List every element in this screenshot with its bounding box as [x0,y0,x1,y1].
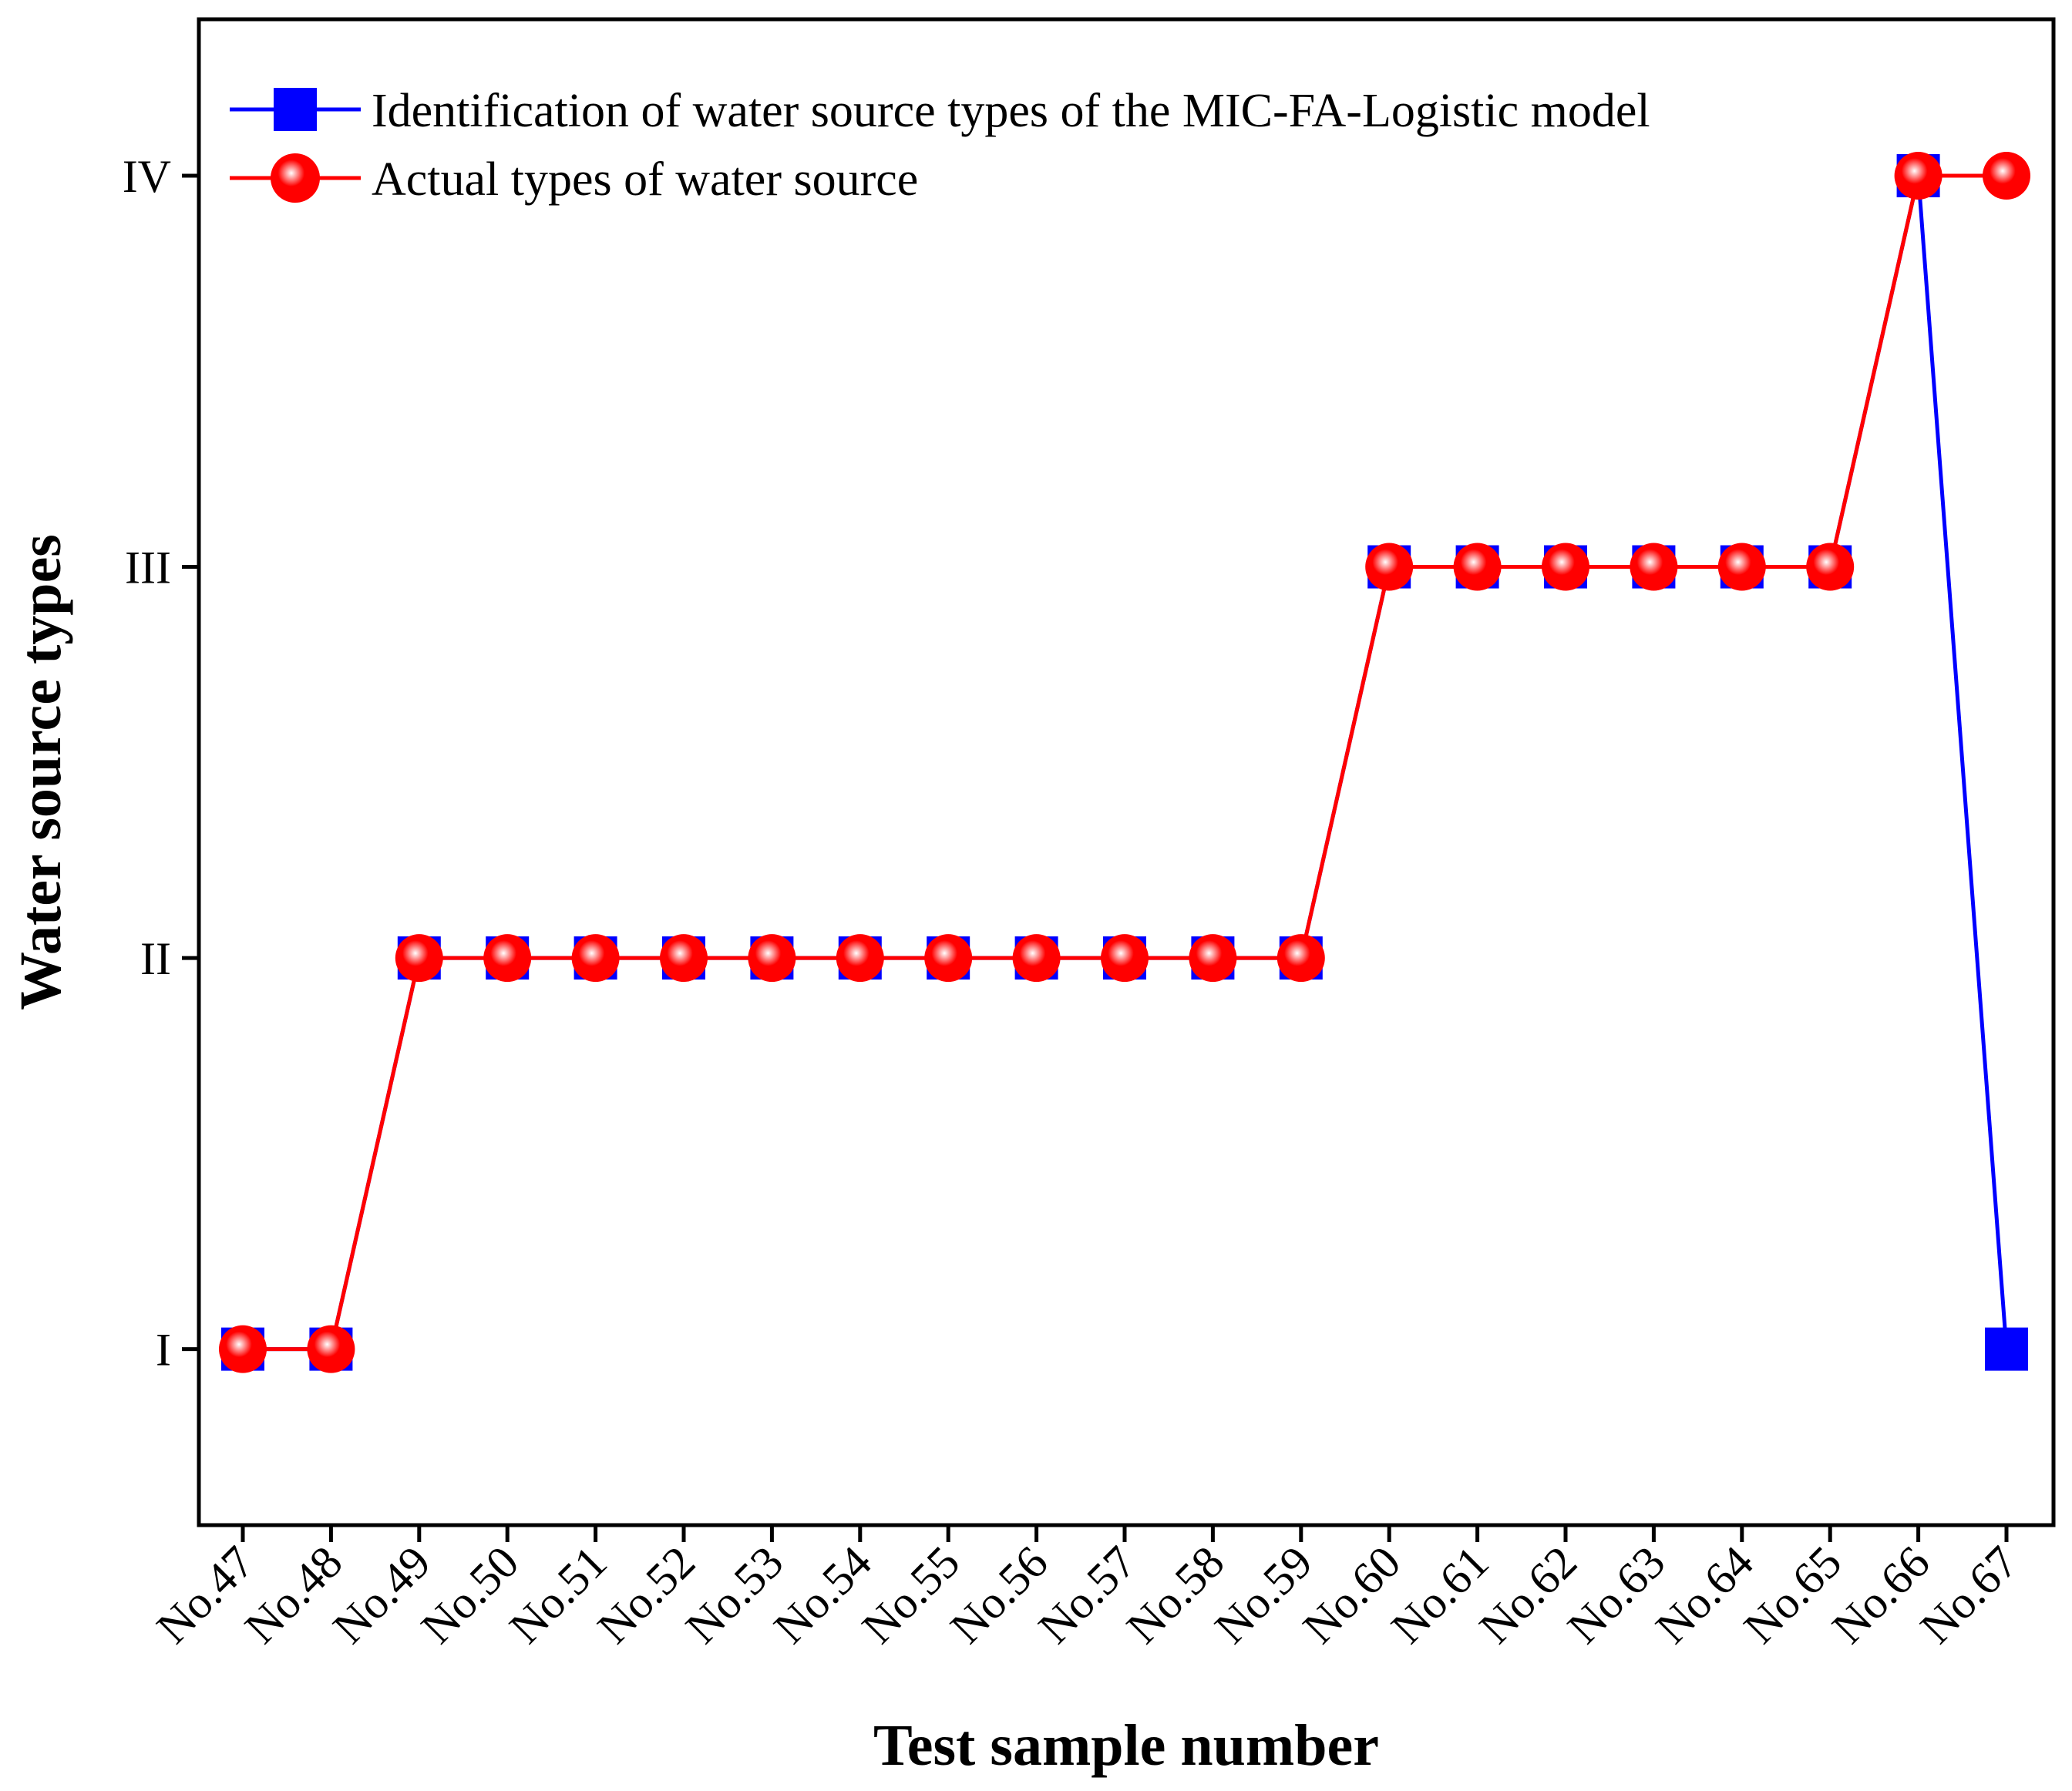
series-identified-line [243,175,2009,1352]
x-tick-label-12: No.59 [1205,1537,1322,1654]
x-tick-label-4: No.51 [500,1537,617,1654]
actual-point-15 [1542,543,1589,591]
x-tick-label-19: No.66 [1822,1537,1939,1654]
actual-point-18 [1806,543,1855,591]
actual-point-13 [1365,543,1414,591]
actual-point-17 [1717,543,1766,591]
series-actual [219,152,2030,1373]
x-tick-label-0: No.47 [147,1537,264,1654]
x-tick-label-13: No.60 [1293,1537,1411,1654]
x-tick-label-17: No.64 [1646,1537,1763,1654]
actual-point-5 [660,934,708,983]
actual-point-20 [1983,152,2030,200]
x-tick-label-11: No.58 [1117,1537,1234,1654]
x-tick-label-2: No.49 [323,1537,440,1654]
legend-square-marker [274,88,317,131]
legend-label-actual: Actual types of water source [372,153,918,206]
actual-point-11 [1189,934,1237,983]
x-axis-title: Test sample number [873,1713,1379,1778]
actual-point-0 [219,1325,267,1373]
series-actual-line [243,173,2006,1352]
y-tick-label-1: I [156,1325,171,1376]
actual-point-4 [571,934,620,983]
legend-label-identified: Identification of water source types of … [372,85,1650,137]
x-tick-label-3: No.50 [412,1537,529,1654]
x-tick-label-15: No.62 [1470,1537,1587,1654]
x-tick-label-9: No.56 [940,1537,1058,1654]
identified-point-20 [1985,1327,2028,1371]
x-tick-label-16: No.63 [1558,1537,1675,1654]
x-tick-label-6: No.53 [676,1537,793,1654]
x-tick-label-5: No.52 [588,1537,705,1654]
actual-point-3 [483,934,532,983]
x-tick-label-10: No.57 [1029,1537,1146,1654]
y-tick-label-4: IV [123,151,171,202]
actual-point-10 [1101,934,1149,983]
actual-point-6 [748,934,796,983]
actual-point-9 [1012,934,1061,983]
x-tick-label-20: No.67 [1911,1537,2028,1654]
x-tick-label-14: No.61 [1381,1537,1498,1654]
series-layer [219,152,2030,1373]
actual-point-1 [307,1325,355,1373]
x-tick-label-8: No.55 [853,1537,970,1654]
actual-point-2 [395,934,443,983]
series-identified [221,154,2028,1371]
plot-frame [197,17,2056,1527]
y-axis-title: Water source types [8,534,73,1010]
y-tick-label-3: III [125,543,171,593]
x-axis: No.47No.48No.49No.50No.51No.52No.53No.54… [147,1525,2028,1654]
x-tick-label-18: No.65 [1734,1537,1852,1654]
legend-circle-marker [271,153,320,203]
actual-point-14 [1453,543,1502,591]
actual-point-8 [924,934,973,983]
x-tick-label-1: No.48 [235,1537,352,1654]
x-tick-label-7: No.54 [764,1537,881,1654]
actual-point-7 [836,934,884,983]
actual-point-12 [1276,934,1325,983]
legend: Identification of water source types of … [230,85,1650,206]
actual-point-19 [1894,152,1942,200]
y-tick-label-2: II [140,933,171,984]
actual-point-16 [1630,543,1678,591]
